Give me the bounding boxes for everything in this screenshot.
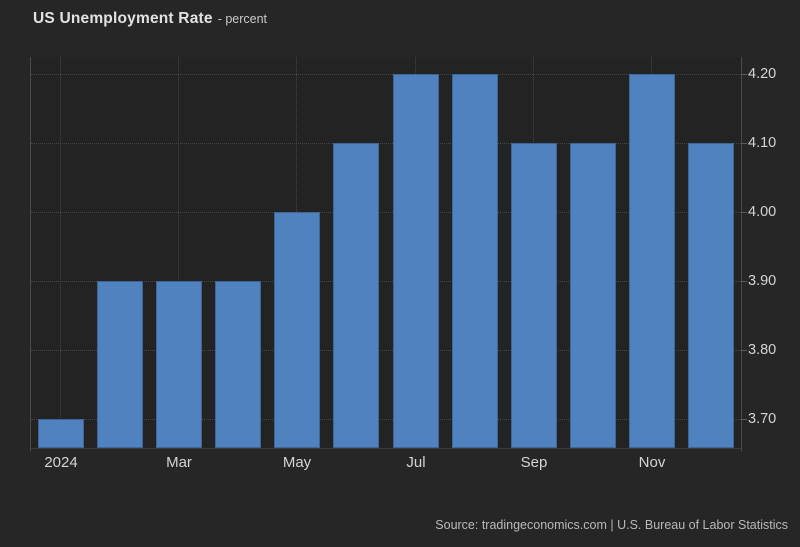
chart-bar[interactable]	[570, 143, 616, 448]
chart-title: US Unemployment Rate	[33, 10, 213, 27]
gridline-horizontal	[31, 212, 741, 213]
chart-bar[interactable]	[97, 281, 143, 448]
chart-bar[interactable]	[274, 212, 320, 448]
y-axis-tick	[741, 143, 747, 144]
chart-bar[interactable]	[38, 419, 84, 448]
y-axis-tick	[741, 212, 747, 213]
chart-bar[interactable]	[688, 143, 734, 448]
chart-bar[interactable]	[215, 281, 261, 448]
y-axis-label: 4.10	[748, 135, 777, 151]
chart-bar[interactable]	[333, 143, 379, 448]
gridline-horizontal	[31, 281, 741, 282]
plot-area	[31, 57, 741, 448]
x-axis-label: Jul	[406, 454, 426, 471]
chart-bar[interactable]	[629, 74, 675, 448]
x-axis-label: Sep	[520, 454, 548, 471]
gridline-horizontal	[31, 143, 741, 144]
y-axis-line-left	[30, 57, 31, 451]
chart-bar[interactable]	[452, 74, 498, 448]
gridline-horizontal	[31, 419, 741, 420]
gridline-horizontal	[31, 350, 741, 351]
y-axis-label: 4.00	[748, 204, 777, 220]
y-axis-label: 3.80	[748, 342, 777, 358]
chart-bar[interactable]	[156, 281, 202, 448]
gridline-vertical	[178, 57, 179, 448]
y-axis-label: 4.20	[748, 66, 777, 82]
chart-bar[interactable]	[511, 143, 557, 448]
y-axis-line-right	[741, 57, 742, 451]
x-axis-label: Nov	[638, 454, 666, 471]
y-axis-tick	[741, 74, 747, 75]
chart-bar[interactable]	[393, 74, 439, 448]
y-axis-tick	[741, 281, 747, 282]
y-axis-label: 3.90	[748, 273, 777, 289]
gridline-vertical	[60, 57, 61, 448]
chart-subtitle: - percent	[217, 12, 268, 26]
source-attribution: Source: tradingeconomics.com | U.S. Bure…	[435, 518, 788, 532]
x-axis-label: 2024	[44, 454, 78, 471]
x-axis-label: May	[282, 454, 312, 471]
gridline-horizontal	[31, 74, 741, 75]
y-axis-tick	[741, 350, 747, 351]
y-axis-label: 3.70	[748, 411, 777, 427]
y-axis-tick	[741, 419, 747, 420]
x-axis-line	[31, 448, 741, 449]
x-axis-label: Mar	[166, 454, 192, 471]
chart-header: US Unemployment Rate - percent	[33, 10, 267, 28]
